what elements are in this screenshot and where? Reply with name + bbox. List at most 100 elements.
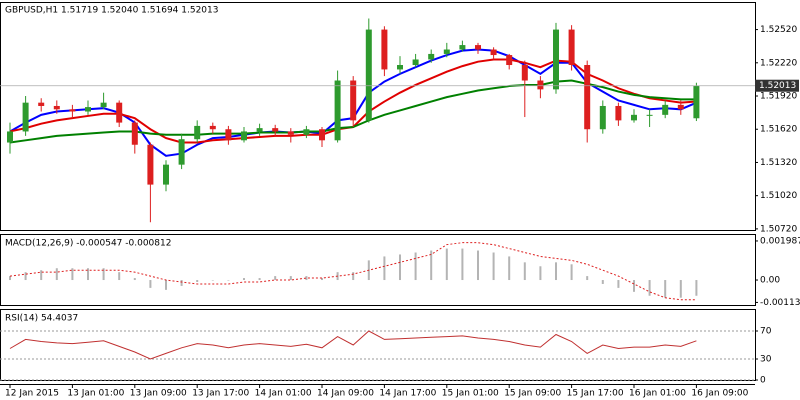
macd-histogram-bar: [539, 266, 542, 281]
candle-body: [225, 129, 232, 141]
macd-histogram-bar: [71, 268, 74, 281]
candle-body: [147, 144, 154, 185]
x-tick-label: 13 Jan 09:00: [130, 389, 187, 399]
candle-body: [256, 128, 263, 132]
macd-histogram-bar: [430, 250, 433, 281]
y-tick-label: 0: [760, 376, 766, 386]
x-tick-label: 12 Jan 2015: [5, 389, 59, 399]
candle-body: [443, 49, 450, 54]
macd-histogram-bar: [648, 280, 651, 296]
macd-histogram-bar: [555, 262, 557, 281]
candle-body: [521, 65, 528, 81]
x-tick-label: 14 Jan 09:00: [317, 389, 374, 399]
candle-body: [209, 125, 216, 130]
x-tick-label: 15 Jan 17:00: [567, 389, 624, 399]
y-tick-label: 1.51620: [760, 125, 797, 135]
x-tick-label: 15 Jan 09:00: [504, 389, 561, 399]
candle-body: [85, 107, 91, 112]
candle-body: [241, 131, 247, 141]
pane-frame: [0, 234, 756, 306]
macd-histogram-bar: [399, 254, 401, 281]
price-pane-title: GBPUSD,H1 1.51719 1.52040 1.51694 1.5201…: [5, 6, 218, 16]
candle-body: [568, 29, 575, 66]
y-tick-label: 1.51920: [760, 92, 797, 102]
macd-histogram-bar: [133, 278, 136, 281]
y-tick-label: 1.50720: [760, 224, 797, 234]
macd-histogram-bar: [24, 272, 27, 281]
candle-body: [693, 85, 700, 119]
candle-body: [599, 105, 606, 130]
y-tick-label: 1.51320: [760, 158, 797, 168]
macd-histogram-bar: [523, 262, 526, 281]
candle-body: [677, 104, 684, 110]
macd-pane-title: MACD(12,26,9) -0.000547 -0.000812: [5, 239, 171, 249]
macd-histogram-bar: [9, 276, 11, 281]
macd-histogram-bar: [118, 272, 121, 281]
y-tick-label: 0.001987: [760, 236, 800, 246]
candle-body: [646, 114, 653, 116]
macd-histogram-bar: [601, 280, 604, 284]
candle-body: [100, 102, 107, 108]
macd-histogram-bar: [617, 280, 620, 288]
x-tick-label: 15 Jan 01:00: [442, 389, 499, 399]
candle-body: [365, 29, 372, 121]
macd-histogram-bar: [461, 248, 464, 281]
macd-histogram-bar: [102, 268, 105, 281]
candle-body: [178, 139, 185, 165]
candle-body: [662, 104, 669, 115]
x-tick-label: 13 Jan 01:00: [67, 389, 124, 399]
y-tick-label: -0.001139: [760, 298, 800, 308]
macd-histogram-bar: [165, 280, 167, 290]
candle-body: [475, 45, 481, 50]
macd-histogram-bar: [570, 264, 573, 281]
candle-body: [163, 164, 169, 185]
macd-histogram-bar: [586, 276, 589, 281]
x-tick-label: 14 Jan 01:00: [255, 389, 312, 399]
macd-histogram-bar: [243, 278, 245, 281]
x-tick-label: 16 Jan 01:00: [629, 389, 686, 399]
x-tick-label: 13 Jan 17:00: [192, 389, 249, 399]
candle-body: [319, 129, 325, 141]
macd-histogram-bar: [321, 278, 323, 281]
candle-body: [350, 80, 357, 121]
macd-histogram-bar: [633, 280, 635, 292]
macd-histogram-bar: [695, 280, 698, 296]
macd-histogram-bar: [508, 256, 511, 281]
current-price-box: [755, 79, 799, 92]
y-tick-label: 0.00: [760, 276, 780, 286]
candle-body: [7, 131, 13, 143]
macd-histogram-bar: [227, 280, 230, 281]
candle-body: [397, 65, 403, 70]
candle-body: [334, 80, 341, 141]
candle-body: [194, 125, 201, 140]
macd-histogram-bar: [305, 276, 308, 281]
macd-histogram-bar: [149, 280, 152, 288]
candle-body: [116, 102, 123, 123]
moving-average-line: [9, 79, 697, 144]
x-tick-label: 14 Jan 17:00: [379, 389, 436, 399]
y-tick-label: 1.52220: [760, 58, 797, 68]
macd-histogram-bar: [180, 280, 183, 286]
macd-histogram-bar: [383, 256, 386, 281]
macd-histogram-bar: [414, 252, 417, 281]
macd-histogram-bar: [477, 250, 479, 281]
candle-body: [131, 122, 138, 145]
candle-body: [537, 80, 544, 90]
candle-body: [22, 102, 29, 132]
current-price-label: 1.52013: [759, 81, 796, 91]
macd-signal-line: [9, 242, 697, 301]
y-tick-label: 30: [760, 355, 772, 365]
candle-body: [69, 109, 76, 112]
candle-body: [272, 128, 279, 132]
macd-histogram-bar: [211, 280, 214, 281]
candle-body: [287, 131, 294, 135]
candle-body: [490, 49, 497, 56]
macd-histogram-bar: [679, 280, 682, 298]
candle-body: [303, 129, 310, 135]
macd-histogram-bar: [274, 276, 277, 281]
macd-histogram-bar: [55, 268, 58, 281]
candle-body: [38, 102, 45, 106]
rsi-pane-title: RSI(14) 54.4037: [5, 314, 78, 324]
y-tick-label: 1.52520: [760, 25, 797, 35]
macd-histogram-bar: [352, 272, 355, 281]
